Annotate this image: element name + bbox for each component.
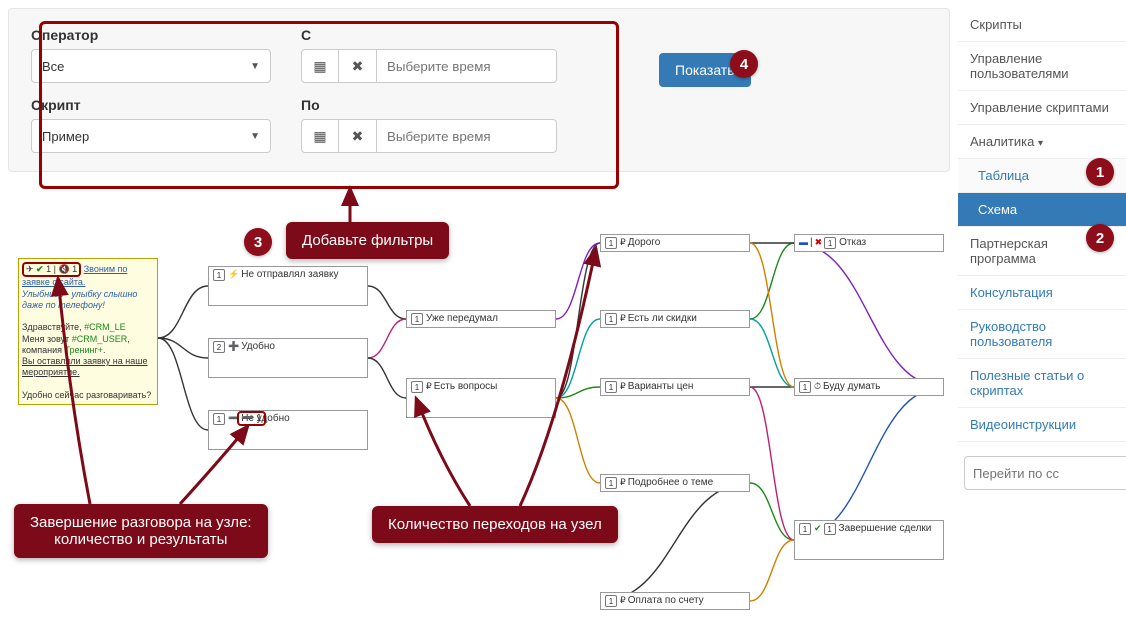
calendar-icon[interactable]: ▦ xyxy=(301,49,339,83)
flow-node[interactable]: 1⚡Не отправлял заявку xyxy=(208,266,368,306)
to-input[interactable] xyxy=(377,119,557,153)
sidebar-item[interactable]: Полезные статьи о скриптах xyxy=(958,359,1126,408)
clear-from-button[interactable]: ✖ xyxy=(339,49,377,83)
badge-3: 3 xyxy=(244,228,272,256)
callout-completion: Завершение разговора на узле: количество… xyxy=(14,504,268,558)
flow-node[interactable]: 1₽Варианты цен xyxy=(600,378,750,396)
script-label: Скрипт xyxy=(31,97,271,113)
chevron-down-icon: ▼ xyxy=(250,61,260,72)
chevron-down-icon: ▼ xyxy=(250,131,260,142)
flow-node[interactable]: 1₽Дорого xyxy=(600,234,750,252)
from-input[interactable] xyxy=(377,49,557,83)
sidebar-item[interactable]: Видеоинструкции xyxy=(958,408,1126,442)
filter-panel: Оператор Все ▼ С ▦ ✖ Скри xyxy=(8,8,950,172)
flow-node[interactable]: 1✔1Завершение сделки xyxy=(794,520,944,560)
diagram-canvas: ✈ ✔ 1 | 🔇 1 Звоним по заявке с сайта.Улы… xyxy=(8,230,950,620)
operator-label: Оператор xyxy=(31,27,271,43)
flow-node[interactable]: 2➕Удобно xyxy=(208,338,368,378)
callout-transitions: Количество переходов на узел xyxy=(372,506,618,543)
flow-node[interactable]: 1₽Есть вопросы xyxy=(406,378,556,418)
flow-node[interactable]: 1Уже передумал xyxy=(406,310,556,328)
operator-select[interactable]: Все ▼ xyxy=(31,49,271,83)
flow-node[interactable]: 1₽Оплата по счету xyxy=(600,592,750,610)
flow-node[interactable]: 1⏱Буду думать xyxy=(794,378,944,396)
flow-node[interactable]: 1➖Не удобно➖ 1 xyxy=(208,410,368,450)
script-select[interactable]: Пример ▼ xyxy=(31,119,271,153)
badge-2: 2 xyxy=(1086,224,1114,252)
sidebar-item[interactable]: Скрипты xyxy=(958,8,1126,42)
operator-value: Все xyxy=(42,59,64,74)
to-label: По xyxy=(301,97,557,113)
badge-1: 1 xyxy=(1086,158,1114,186)
sidebar-item[interactable]: Схема xyxy=(958,193,1126,227)
callout-filters: Добавьте фильтры xyxy=(286,222,449,259)
start-node[interactable]: ✈ ✔ 1 | 🔇 1 Звоним по заявке с сайта.Улы… xyxy=(18,258,158,405)
clear-to-button[interactable]: ✖ xyxy=(339,119,377,153)
badge-4: 4 xyxy=(730,50,758,78)
sidebar-item[interactable]: Управление скриптами xyxy=(958,91,1126,125)
from-label: С xyxy=(301,27,557,43)
flow-node[interactable]: 1₽Есть ли скидки xyxy=(600,310,750,328)
sidebar-item[interactable]: Управление пользователями xyxy=(958,42,1126,91)
goto-input[interactable] xyxy=(964,456,1126,490)
flow-node[interactable]: ▬ | ✖ 1Отказ xyxy=(794,234,944,252)
flow-node[interactable]: 1₽Подробнее о теме xyxy=(600,474,750,492)
calendar-icon[interactable]: ▦ xyxy=(301,119,339,153)
sidebar-item[interactable]: Аналитика ▾ xyxy=(958,125,1126,159)
sidebar-item[interactable]: Консультация xyxy=(958,276,1126,310)
sidebar-item[interactable]: Руководство пользователя xyxy=(958,310,1126,359)
script-value: Пример xyxy=(42,129,89,144)
